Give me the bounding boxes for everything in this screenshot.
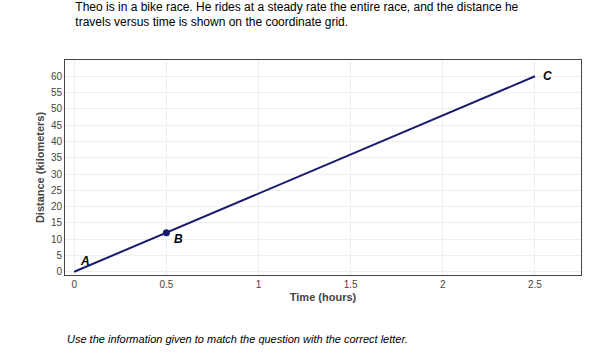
- svg-text:50: 50: [51, 103, 63, 114]
- svg-text:15: 15: [51, 217, 63, 228]
- svg-text:2.5: 2.5: [528, 279, 542, 290]
- svg-text:0.5: 0.5: [159, 279, 173, 290]
- svg-text:Theo is in a bike race. He rid: Theo is in a bike race. He rides at a st…: [75, 0, 518, 29]
- svg-text:C: C: [543, 69, 552, 83]
- svg-text:B: B: [174, 232, 183, 246]
- svg-text:Use the information given to m: Use the information given to match the q…: [67, 333, 408, 345]
- svg-text:25: 25: [51, 185, 63, 196]
- svg-text:60: 60: [51, 71, 63, 82]
- svg-text:1: 1: [256, 279, 262, 290]
- svg-text:Time (hours): Time (hours): [290, 291, 357, 303]
- svg-text:2: 2: [440, 279, 446, 290]
- svg-text:55: 55: [51, 87, 63, 98]
- svg-text:10: 10: [51, 234, 63, 245]
- svg-text:A: A: [80, 254, 90, 268]
- svg-text:45: 45: [51, 120, 63, 131]
- svg-text:35: 35: [51, 152, 63, 163]
- svg-text:40: 40: [51, 136, 63, 147]
- svg-text:Distance (kilometers): Distance (kilometers): [34, 112, 46, 224]
- svg-text:1.5: 1.5: [344, 279, 358, 290]
- svg-text:30: 30: [51, 169, 63, 180]
- svg-text:5: 5: [56, 250, 62, 261]
- svg-text:0: 0: [71, 279, 77, 290]
- svg-text:20: 20: [51, 201, 63, 212]
- svg-text:0: 0: [56, 266, 62, 277]
